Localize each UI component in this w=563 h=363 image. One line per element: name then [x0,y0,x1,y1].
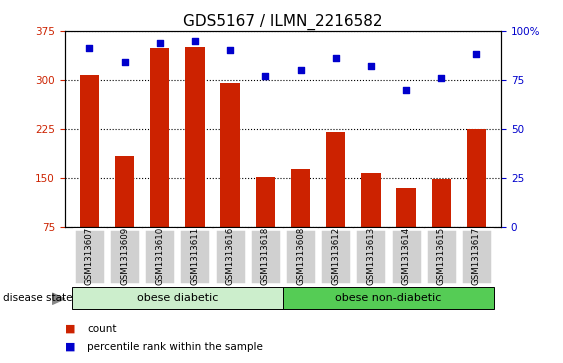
Text: count: count [87,323,117,334]
FancyBboxPatch shape [215,229,245,284]
Bar [396,188,415,276]
FancyBboxPatch shape [285,229,316,284]
Point [472,52,481,57]
Bar [256,176,275,276]
Bar [326,132,345,276]
Bar [291,170,310,276]
FancyBboxPatch shape [109,229,140,284]
Point [261,73,270,79]
FancyBboxPatch shape [426,229,457,284]
FancyBboxPatch shape [283,287,494,309]
Text: GSM1313609: GSM1313609 [120,227,129,285]
Bar [467,129,486,276]
Point [190,38,199,44]
Text: obese diabetic: obese diabetic [137,293,218,303]
Point [85,46,94,52]
Polygon shape [52,293,65,304]
Text: ■: ■ [65,323,75,334]
Point [120,59,129,65]
Point [401,87,410,93]
Point [296,67,305,73]
FancyBboxPatch shape [320,229,351,284]
Point [155,40,164,45]
FancyBboxPatch shape [180,229,211,284]
Bar [80,75,99,276]
FancyBboxPatch shape [355,229,386,284]
FancyBboxPatch shape [144,229,175,284]
Point [331,56,340,61]
Point [226,48,235,53]
Text: GSM1313614: GSM1313614 [401,227,410,285]
FancyBboxPatch shape [74,229,105,284]
Text: GSM1313612: GSM1313612 [331,227,340,285]
Text: GSM1313608: GSM1313608 [296,227,305,285]
Text: GSM1313617: GSM1313617 [472,227,481,285]
FancyBboxPatch shape [72,287,283,309]
Bar [221,83,240,276]
Text: GSM1313618: GSM1313618 [261,227,270,285]
Text: GSM1313616: GSM1313616 [226,227,235,285]
Text: GSM1313610: GSM1313610 [155,227,164,285]
Text: GSM1313615: GSM1313615 [437,227,446,285]
FancyBboxPatch shape [461,229,492,284]
FancyBboxPatch shape [250,229,281,284]
Text: obese non-diabetic: obese non-diabetic [336,293,441,303]
Text: percentile rank within the sample: percentile rank within the sample [87,342,263,352]
Point [437,75,446,81]
Bar [150,49,169,276]
Text: GSM1313611: GSM1313611 [190,227,199,285]
FancyBboxPatch shape [391,229,422,284]
Text: disease state: disease state [3,293,72,303]
Bar [432,179,451,276]
Bar [361,173,381,276]
Bar [115,156,134,276]
Text: GSM1313607: GSM1313607 [85,227,94,285]
Title: GDS5167 / ILMN_2216582: GDS5167 / ILMN_2216582 [183,13,383,29]
Text: GSM1313613: GSM1313613 [367,227,376,285]
Text: ■: ■ [65,342,75,352]
Point [367,63,376,69]
Bar [185,47,204,276]
